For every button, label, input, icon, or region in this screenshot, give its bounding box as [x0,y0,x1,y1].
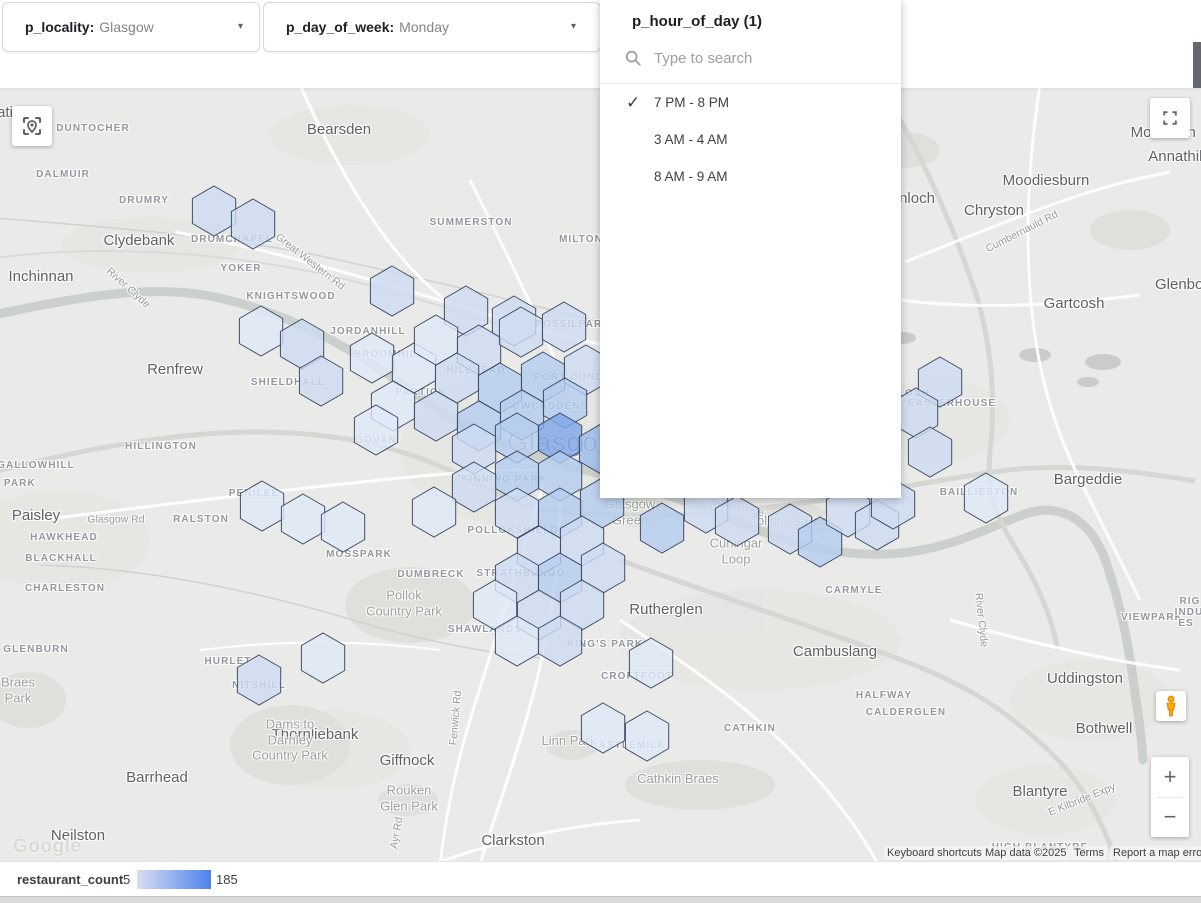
hex-bin[interactable] [451,461,497,513]
hex-bin[interactable] [236,654,282,706]
hour-option-label: 7 PM - 8 PM [654,95,730,110]
hour-option-label: 8 AM - 9 AM [654,169,728,184]
search-row [624,42,901,74]
chevron-down-icon: ▾ [237,21,243,32]
legend-max-value: 185 [216,872,238,887]
hour-option[interactable]: ✓ 7 PM - 8 PM [600,84,901,121]
hex-bin[interactable] [353,404,399,456]
legend-bar: restaurant_count 5 185 [0,861,1201,897]
hour-option-label: 3 AM - 4 AM [654,132,728,147]
hex-bin[interactable] [280,493,326,545]
hour-option[interactable]: 3 AM - 4 AM [600,121,901,158]
hex-bin[interactable] [369,265,415,317]
chevron-down-icon: ▾ [570,21,576,32]
filter-day-of-week[interactable]: p_day_of_week: Monday ▾ [263,2,601,52]
fullscreen-icon [1163,111,1177,125]
hour-of-day-filter-panel: p_hour_of_day (1) ✓ 7 PM - 8 PM 3 AM - 4 A… [600,0,901,498]
google-logo[interactable]: Google [13,836,82,857]
terms-link[interactable]: Terms [1071,846,1107,860]
filter-day-label: p_day_of_week: [286,19,395,35]
hex-bin[interactable] [349,332,395,384]
filter-locality[interactable]: p_locality: Glasgow ▾ [2,2,260,52]
hex-bin[interactable] [238,305,284,357]
filter-locality-value: Glasgow [99,19,154,35]
hex-bin[interactable] [300,632,346,684]
hex-bin[interactable] [907,426,953,478]
legend-gradient-bar [137,870,211,889]
zoom-control: + − [1151,757,1189,837]
search-icon [625,50,641,66]
filter-day-value: Monday [399,19,449,35]
keyboard-shortcuts-link[interactable]: Keyboard shortcuts [884,846,985,860]
park-areas [0,132,1170,816]
hour-options-list: ✓ 7 PM - 8 PM 3 AM - 4 AM 8 AM - 9 AM [600,83,901,195]
zoom-in-button[interactable]: + [1163,763,1177,789]
locate-icon [23,117,41,135]
zoom-out-button[interactable]: − [1163,804,1177,830]
hex-bin[interactable] [537,615,583,667]
hex-bin[interactable] [580,702,626,754]
hex-bin[interactable] [639,502,685,554]
hex-bin[interactable] [963,472,1009,524]
map-data-label: Map data ©2025 [982,846,1070,860]
hex-bin[interactable] [628,637,674,689]
report-map-error-link[interactable]: Report a map error [1110,846,1201,860]
pegman-button[interactable] [1156,691,1186,721]
hex-bin[interactable] [917,356,963,408]
search-input[interactable] [652,48,856,68]
bottom-strip [0,896,1201,903]
hex-bin[interactable] [239,480,285,532]
check-icon: ✓ [626,92,641,112]
my-location-button[interactable] [12,106,52,146]
zoom-divider [1157,796,1183,798]
hex-bin[interactable] [541,301,587,353]
hex-bin[interactable] [298,355,344,407]
hex-bin[interactable] [411,486,457,538]
hex-bin[interactable] [624,710,670,762]
pegman-icon [1166,695,1176,717]
map-attribution: Keyboard shortcuts Map data ©2025 Terms … [0,846,1201,862]
hour-option[interactable]: 8 AM - 9 AM [600,158,901,195]
fullscreen-button[interactable] [1150,98,1190,138]
legend-field-label: restaurant_count [17,872,124,887]
panel-title: p_hour_of_day (1) [632,13,763,30]
hex-bin[interactable] [714,495,760,547]
legend-min-value: 5 [123,872,131,887]
hex-bin[interactable] [230,198,276,250]
hex-bin[interactable] [191,185,237,237]
hex-bin[interactable] [413,390,459,442]
scrollbar-thumb[interactable] [1193,42,1201,88]
hex-bin[interactable] [320,501,366,553]
filter-locality-label: p_locality: [25,19,95,35]
